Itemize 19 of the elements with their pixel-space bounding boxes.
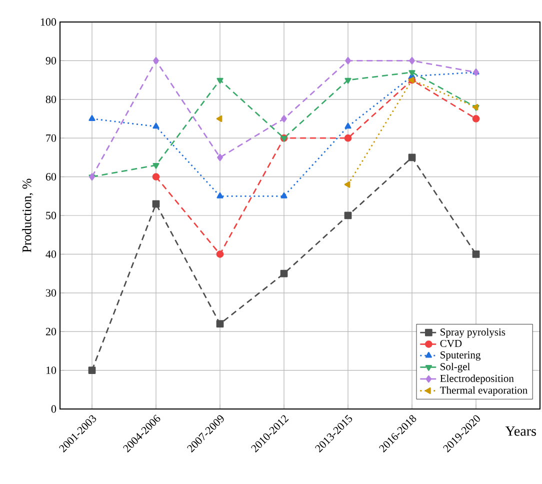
y-tick-label: 100 bbox=[40, 18, 56, 26]
y-tick-label: 70 bbox=[46, 134, 56, 142]
legend-label: CVD bbox=[440, 340, 462, 348]
x-axis-title: Years bbox=[505, 426, 536, 436]
y-tick-label: 30 bbox=[46, 289, 56, 297]
legend-label: Sputering bbox=[440, 351, 480, 361]
y-tick-label: 50 bbox=[46, 212, 56, 220]
legend-label: Sol-gel bbox=[440, 362, 470, 372]
y-tick-label: 80 bbox=[46, 96, 56, 104]
y-tick-label: 10 bbox=[46, 366, 56, 374]
y-tick-label: 60 bbox=[46, 173, 56, 181]
y-tick-label: 90 bbox=[46, 56, 56, 64]
legend-label: Spray pyrolysis bbox=[440, 328, 506, 338]
y-axis-title: Production, % bbox=[22, 178, 34, 252]
y-tick-label: 40 bbox=[46, 250, 56, 258]
y-tick-label: 0 bbox=[51, 405, 56, 413]
legend-label: Electrodeposition bbox=[440, 374, 514, 384]
y-tick-label: 20 bbox=[46, 328, 56, 336]
legend-label: Thermal evaporation bbox=[440, 386, 528, 396]
